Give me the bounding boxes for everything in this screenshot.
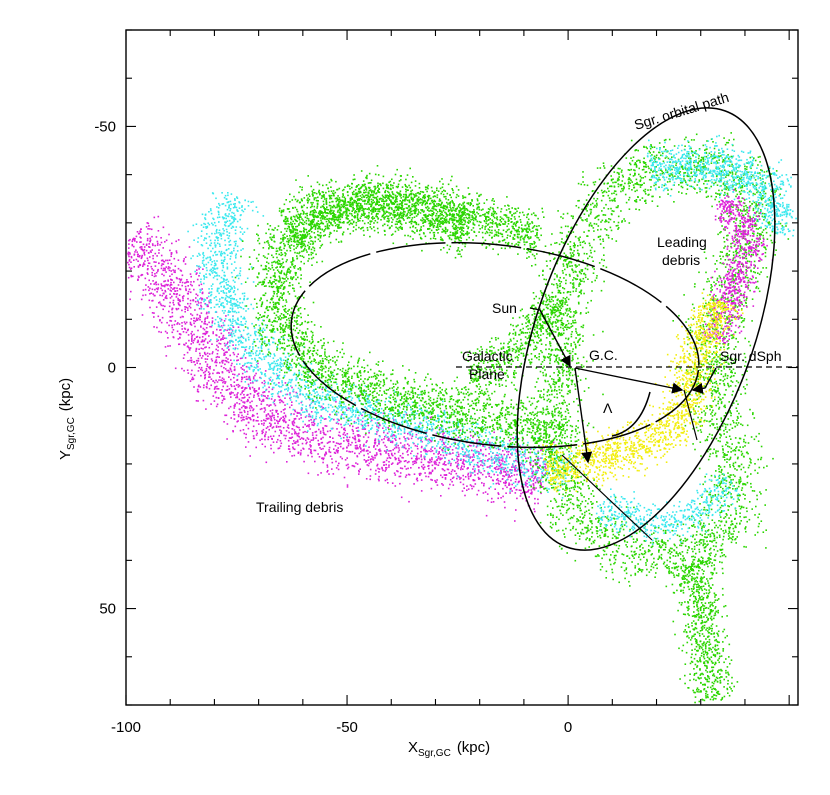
- x-axis-letter: X: [408, 739, 418, 756]
- y-axis-unit: (kpc): [57, 378, 74, 411]
- orbit-curves: [290, 107, 798, 551]
- sgr-dsph-label: Sgr. dSph: [720, 348, 782, 364]
- green-leading-loop: [514, 132, 790, 594]
- x-tick-label: -50: [336, 719, 358, 736]
- sgr-inner-orbit: [290, 241, 700, 449]
- leading-debris-label-2: debris: [662, 252, 700, 268]
- sun-label: Sun: [492, 300, 517, 316]
- y-tick-label: 50: [99, 601, 116, 618]
- green-spray: [665, 556, 739, 704]
- y-tick-label: 0: [108, 360, 116, 377]
- lambda-label: Λ: [603, 400, 613, 416]
- x-axis-subscript: Sgr,GC: [418, 748, 451, 759]
- yellow-core: [541, 292, 744, 493]
- y-axis-subscript: Sgr,GC: [66, 417, 77, 450]
- axis-ticks: [125, 29, 798, 706]
- y-axis-title: YSgr,GC (kpc): [57, 378, 77, 460]
- y-axis-letter: Y: [57, 450, 74, 460]
- sun-direction-arrow: [574, 367, 593, 464]
- sun-pointer: [529, 307, 571, 368]
- y-tick-label: -50: [94, 118, 116, 135]
- cyan-lower: [595, 473, 740, 545]
- green-inner: [460, 290, 578, 401]
- debris-points: [127, 132, 797, 704]
- lambda-arc: [611, 391, 651, 437]
- galactic-plane-label-2: Plane: [469, 366, 505, 382]
- leading-debris-label-1: Leading: [657, 234, 707, 250]
- orbital-path-label: Sgr. orbital path: [632, 89, 730, 133]
- x-axis-unit: (kpc): [457, 739, 490, 756]
- tick-labels: -100 -50 0 -50 0 50: [94, 118, 572, 736]
- x-axis-title: XSgr,GC (kpc): [408, 739, 490, 759]
- x-tick-label: 0: [564, 719, 572, 736]
- sgr-orbital-path: [516, 107, 776, 551]
- sun-trail-line: [561, 454, 653, 541]
- galactic-plane-label-1: Galactic: [462, 348, 513, 364]
- sgr-tick-line: [683, 389, 698, 441]
- gc-to-sgr-arrow: [574, 367, 684, 394]
- trailing-debris-label: Trailing debris: [256, 499, 343, 515]
- sgr-dsph-pointer: [691, 367, 717, 394]
- x-tick-label: -100: [111, 719, 141, 736]
- green-trailing: [234, 168, 565, 469]
- gc-label: G.C.: [589, 347, 618, 363]
- cyan-leading: [646, 134, 797, 237]
